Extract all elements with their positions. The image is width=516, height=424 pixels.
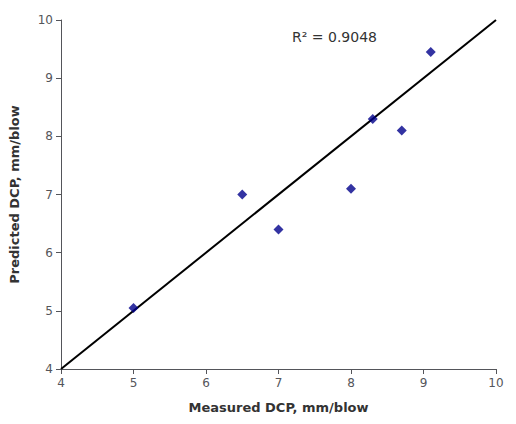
svg-text:Measured DCP, mm/blow: Measured DCP, mm/blow (188, 400, 368, 415)
svg-text:9: 9 (420, 376, 428, 390)
svg-text:5: 5 (45, 304, 53, 318)
svg-text:4: 4 (45, 362, 53, 376)
svg-text:6: 6 (45, 246, 53, 260)
svg-text:Predicted DCP, mm/blow: Predicted DCP, mm/blow (7, 105, 22, 284)
svg-text:10: 10 (488, 376, 503, 390)
svg-text:9: 9 (45, 71, 53, 85)
svg-text:R² = 0.9048: R² = 0.9048 (292, 29, 377, 45)
svg-text:4: 4 (57, 376, 65, 390)
svg-text:7: 7 (275, 376, 283, 390)
svg-text:7: 7 (45, 188, 53, 202)
svg-text:6: 6 (202, 376, 210, 390)
svg-text:10: 10 (38, 13, 53, 27)
svg-text:8: 8 (45, 129, 53, 143)
svg-text:8: 8 (347, 376, 355, 390)
svg-text:5: 5 (130, 376, 138, 390)
